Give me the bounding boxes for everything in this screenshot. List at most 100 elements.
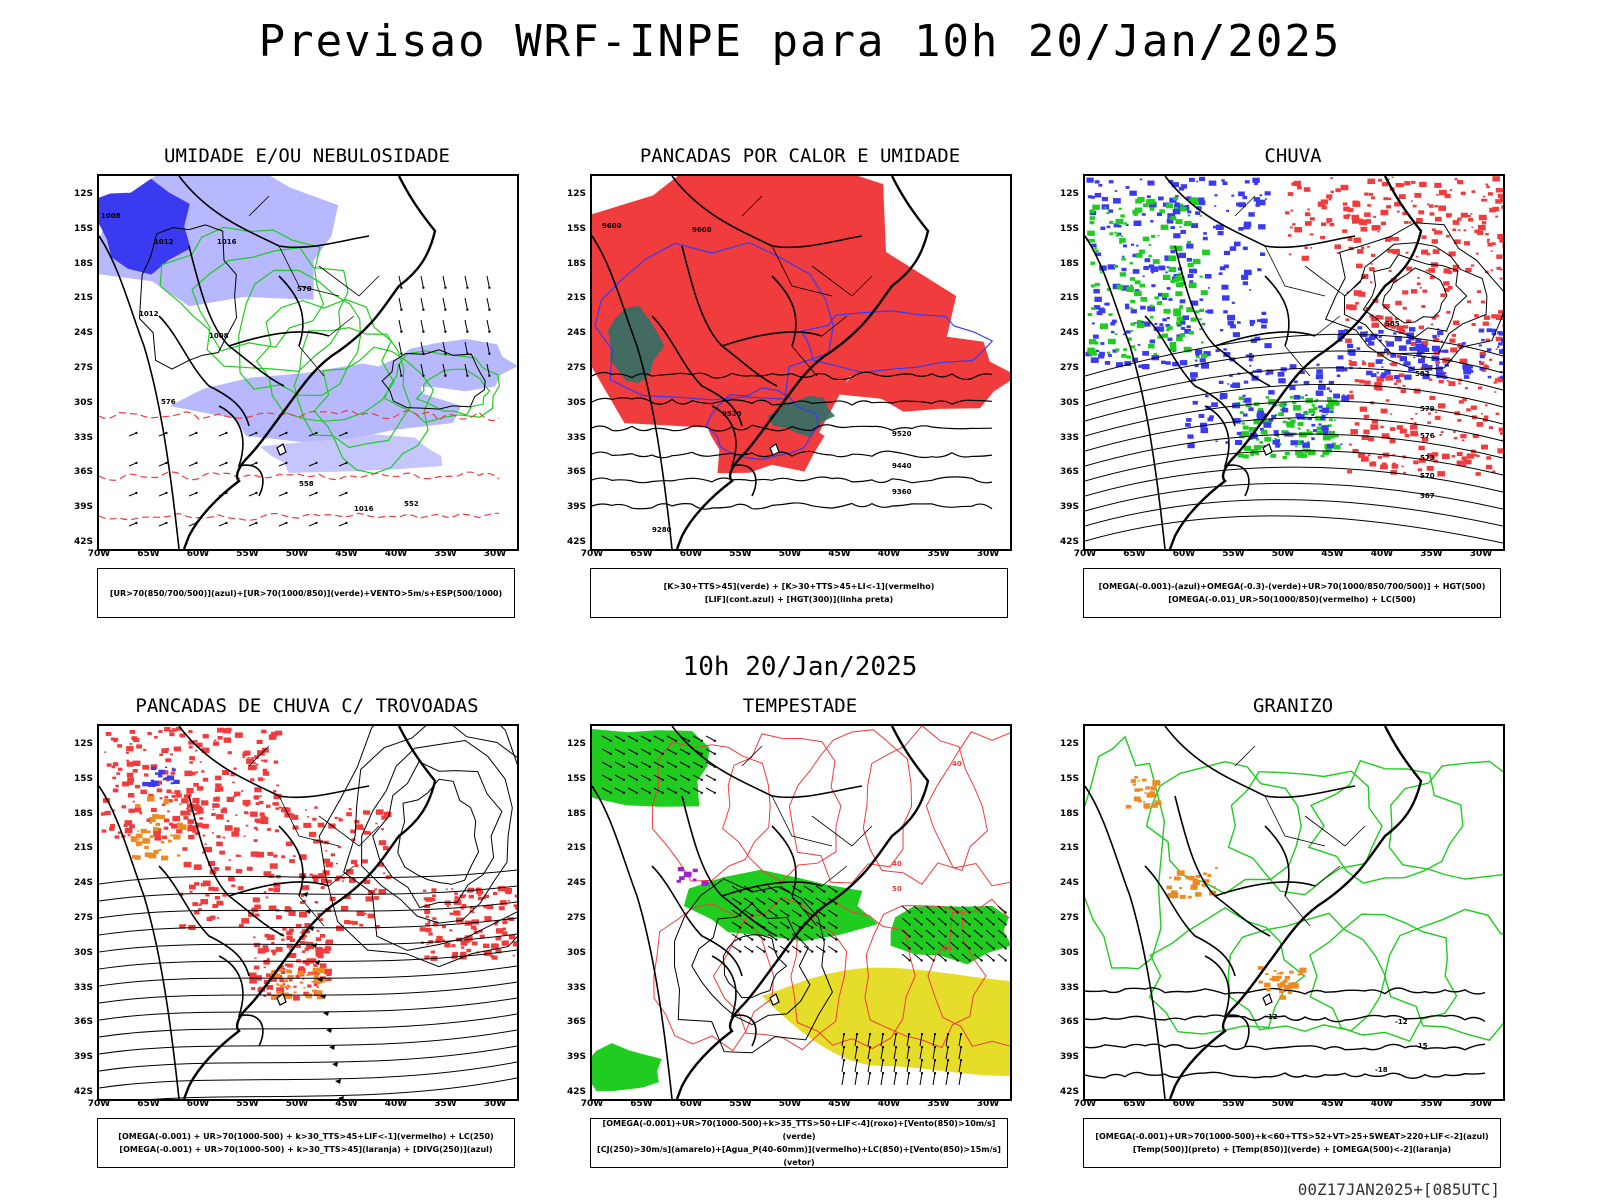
contour-label: 576 xyxy=(1420,432,1435,440)
wind-vector xyxy=(949,905,958,913)
precip-pixel xyxy=(1433,350,1440,355)
state-border xyxy=(791,895,818,927)
precip-pixel xyxy=(1470,213,1473,215)
precip-pixel xyxy=(1392,248,1400,255)
precip-pixel xyxy=(322,870,330,876)
weather-map[interactable]: 9600 9600 9520 9520 9440 9360 9280 xyxy=(590,174,1012,551)
weather-map[interactable]: -12 -12 -15 -18 xyxy=(1083,724,1505,1101)
streamline xyxy=(99,997,517,1021)
precip-pixel xyxy=(1427,203,1430,206)
precip-pixel xyxy=(1179,360,1188,366)
precip-pixel xyxy=(209,915,216,920)
precip-pixel xyxy=(1159,323,1164,326)
precip-pixel xyxy=(1114,231,1117,234)
contour-label: 585 xyxy=(1385,320,1400,328)
precip-pixel xyxy=(419,927,426,932)
streamline-arrow xyxy=(305,909,311,914)
precip-pixel xyxy=(1274,437,1277,440)
precip-pixel xyxy=(1300,453,1308,458)
wind-vector-head xyxy=(622,752,625,755)
precip-pixel xyxy=(188,745,193,749)
wind-vector-head xyxy=(968,959,971,962)
precip-pixel xyxy=(1190,372,1198,378)
precip-pixel xyxy=(1199,298,1204,301)
precip-pixel xyxy=(1434,411,1438,413)
precip-pixel xyxy=(1264,343,1272,349)
wind-vector xyxy=(841,1047,845,1060)
precip-pixel xyxy=(1130,309,1137,314)
precip-pixel xyxy=(1172,208,1181,215)
purple-cell xyxy=(676,867,709,886)
wind-vector xyxy=(949,953,958,961)
precip-pixel xyxy=(1146,793,1153,798)
panel-trovoadas: PANCADAS DE CHUVA C/ TROVOADAS [OMEGA(-0… xyxy=(74,695,519,1175)
state-border xyxy=(1284,345,1311,377)
wind-vector-head xyxy=(823,890,826,893)
precip-pixel xyxy=(305,996,309,999)
lat-label: 30S xyxy=(73,397,93,408)
wind-vector-head xyxy=(622,765,625,768)
precip-pixel xyxy=(1465,267,1472,273)
wind-vector xyxy=(973,905,982,913)
precip-pixel xyxy=(1094,192,1102,198)
precip-pixel xyxy=(1126,355,1132,359)
precip-pixel xyxy=(278,965,284,970)
precip-pixel xyxy=(1115,362,1123,368)
precip-pixel xyxy=(461,904,467,908)
weather-map[interactable] xyxy=(97,724,519,1101)
coast-andes xyxy=(592,235,673,549)
storm-red xyxy=(179,806,392,931)
wind-vector xyxy=(779,897,789,905)
precip-pixel xyxy=(378,840,387,846)
lat-label: 15S xyxy=(1059,223,1079,234)
water-contour xyxy=(788,729,913,884)
wind-vector-head xyxy=(992,911,995,914)
coast-andes xyxy=(99,785,180,1099)
precip-pixel xyxy=(1242,425,1249,430)
lat-label: 12S xyxy=(566,189,586,199)
precip-pixel xyxy=(1198,200,1206,206)
precip-pixel xyxy=(1320,235,1325,240)
precip-pixel xyxy=(205,893,210,897)
lon-label: 35W xyxy=(927,549,950,559)
state-border xyxy=(278,245,340,297)
precip-pixel xyxy=(1345,338,1352,344)
precip-pixel xyxy=(1315,374,1324,380)
precip-pixel xyxy=(281,807,289,813)
wind-vector xyxy=(614,735,625,742)
precip-pixel xyxy=(1487,238,1491,241)
precip-pixel xyxy=(1260,445,1264,448)
precip-pixel xyxy=(1192,880,1200,886)
wind-vector xyxy=(486,319,490,332)
legend-line: [CJ(250)>30m/s](amarelo)+[Agua_P(40-60mm… xyxy=(597,1145,1001,1167)
precip-pixel xyxy=(1133,796,1141,802)
precip-pixel xyxy=(1248,212,1255,217)
weather-map[interactable]: 585 582 579 576 573 570 567 xyxy=(1083,174,1505,551)
precip-pixel xyxy=(1370,424,1379,430)
weather-map[interactable]: 40 40 50 40 xyxy=(590,724,1012,1101)
country-border xyxy=(671,726,863,799)
precip-pixel xyxy=(317,967,325,974)
wind-vector-head xyxy=(687,739,690,742)
wind-vector xyxy=(743,945,753,953)
wind-vector-head xyxy=(933,1059,937,1062)
precip-pixel xyxy=(266,973,272,977)
lon-label: 45W xyxy=(828,549,851,559)
precip-pixel xyxy=(180,810,188,816)
wind-field xyxy=(398,275,491,377)
precip-pixel xyxy=(216,917,220,919)
precip-pixel xyxy=(112,788,119,793)
wind-vector-head xyxy=(835,902,838,905)
precip-pixel xyxy=(254,957,257,959)
precip-pixel xyxy=(1497,448,1503,454)
precip-pixel xyxy=(468,894,474,899)
precip-pixel xyxy=(1179,226,1182,228)
wind-vector-head xyxy=(842,1046,846,1049)
wind-vector xyxy=(854,1073,858,1086)
precip-pixel xyxy=(1101,204,1110,210)
lon-label: 40W xyxy=(877,549,901,559)
precip-pixel xyxy=(1154,296,1159,300)
precip-pixel xyxy=(241,790,244,792)
humidity-blue xyxy=(99,178,191,275)
weather-map[interactable]: 1008 1012 1016 1012 1008 1016 570 576 558 552 xyxy=(97,174,519,551)
